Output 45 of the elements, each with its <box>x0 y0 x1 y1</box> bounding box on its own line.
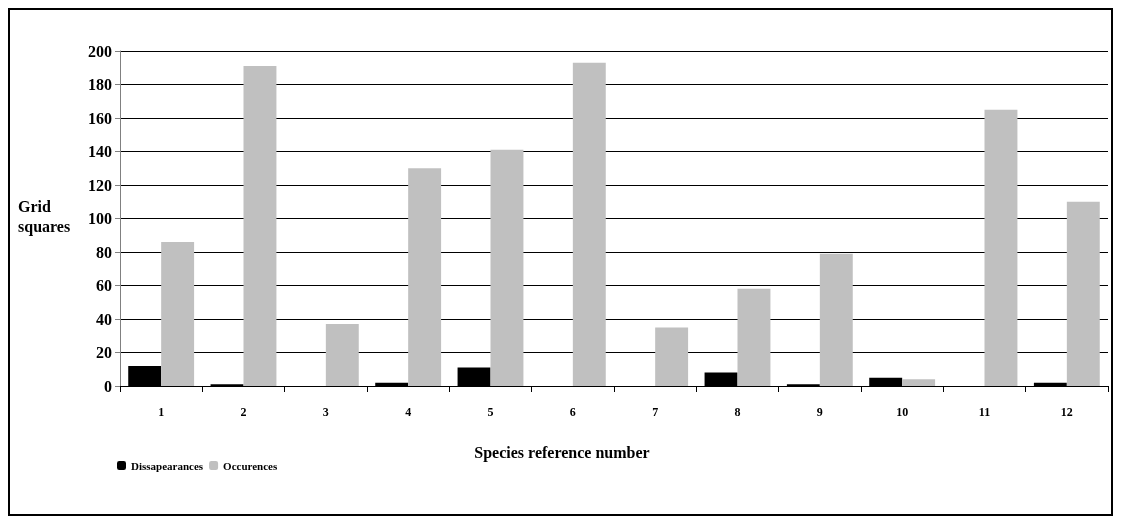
legend-label: Occurences <box>223 459 278 472</box>
bar <box>902 379 936 386</box>
y-tick-label: 60 <box>96 277 112 294</box>
bar <box>490 149 524 386</box>
x-tick-label: 2 <box>240 405 247 419</box>
legend-label: Dissapearances <box>131 459 204 472</box>
y-tick-label: 160 <box>88 109 112 127</box>
bar <box>737 288 771 386</box>
bar <box>869 377 903 386</box>
bar <box>655 327 689 386</box>
bar <box>704 372 738 386</box>
x-tick-label: 1 <box>158 405 165 419</box>
y-axis-title: Grid squares <box>18 197 71 236</box>
x-tick-label: 7 <box>652 405 659 419</box>
y-tick-label: 120 <box>88 176 112 194</box>
x-tick-label: 11 <box>978 405 991 419</box>
y-tick-label: 20 <box>96 344 112 361</box>
bar <box>408 168 442 386</box>
y-tick-label: 40 <box>96 310 112 328</box>
x-axis-title: Species reference number <box>474 443 650 462</box>
bar <box>161 241 195 386</box>
bar <box>572 62 606 386</box>
y-tick-label: 100 <box>88 210 112 227</box>
bar <box>1066 201 1100 386</box>
y-tick-label: 200 <box>88 42 112 60</box>
x-tick-label: 5 <box>487 405 494 419</box>
x-tick-label: 6 <box>569 405 576 419</box>
bar <box>375 382 409 386</box>
x-tick-label: 8 <box>734 405 741 419</box>
x-tick-label: 12 <box>1060 405 1073 419</box>
bar <box>819 253 853 386</box>
y-tick-label: 140 <box>88 143 112 160</box>
x-tick-label: 4 <box>405 405 412 419</box>
x-tick-label: 10 <box>896 405 909 419</box>
y-tick-label: 180 <box>88 76 112 93</box>
bar <box>128 365 162 386</box>
bar <box>457 367 491 386</box>
bar <box>1033 382 1067 386</box>
bar <box>984 109 1018 386</box>
bar <box>325 324 359 386</box>
x-tick-label: 9 <box>816 405 823 419</box>
x-tick-label: 3 <box>322 405 329 419</box>
y-tick-label: 80 <box>96 243 112 261</box>
bar <box>243 66 277 386</box>
y-tick-label: 0 <box>104 377 112 395</box>
